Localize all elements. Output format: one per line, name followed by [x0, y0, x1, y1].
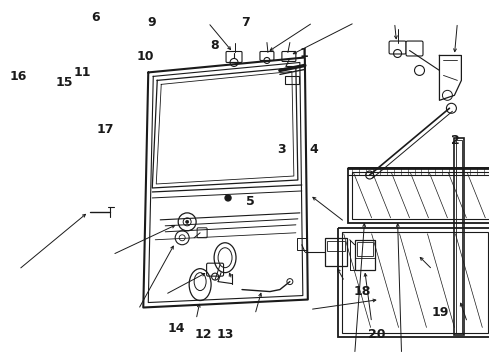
Bar — [355, 240, 375, 270]
Text: 15: 15 — [55, 76, 73, 89]
Text: 3: 3 — [277, 143, 286, 156]
FancyBboxPatch shape — [226, 51, 242, 62]
FancyBboxPatch shape — [282, 51, 296, 62]
Text: 8: 8 — [210, 39, 219, 52]
Bar — [297, 238, 307, 250]
FancyBboxPatch shape — [197, 228, 207, 238]
Bar — [338, 228, 490, 337]
Bar — [285, 76, 299, 84]
Text: 19: 19 — [432, 306, 449, 319]
Circle shape — [186, 220, 189, 223]
Text: 9: 9 — [148, 16, 156, 29]
Text: 12: 12 — [195, 328, 212, 341]
Text: 14: 14 — [168, 322, 185, 335]
Text: 4: 4 — [309, 143, 318, 156]
Text: 6: 6 — [92, 12, 100, 24]
Text: 5: 5 — [245, 195, 254, 208]
FancyBboxPatch shape — [207, 263, 223, 276]
Text: 17: 17 — [97, 123, 115, 136]
FancyBboxPatch shape — [260, 51, 274, 60]
Text: 1: 1 — [299, 47, 308, 60]
Text: 10: 10 — [136, 50, 153, 63]
Text: 11: 11 — [74, 66, 92, 79]
Bar — [342, 232, 489, 333]
Text: 20: 20 — [368, 328, 386, 341]
Bar — [456, 140, 463, 333]
Bar — [352, 172, 490, 219]
Bar — [454, 138, 465, 336]
Bar — [325, 238, 347, 266]
Bar — [327, 241, 345, 251]
Text: 7: 7 — [242, 17, 250, 30]
Bar — [348, 168, 490, 223]
Bar — [357, 242, 372, 256]
Text: 2: 2 — [451, 134, 460, 147]
Text: 16: 16 — [9, 70, 26, 83]
FancyBboxPatch shape — [406, 41, 423, 56]
Text: 13: 13 — [217, 328, 234, 341]
Text: 18: 18 — [354, 285, 371, 298]
FancyBboxPatch shape — [389, 41, 406, 54]
Circle shape — [225, 195, 231, 201]
